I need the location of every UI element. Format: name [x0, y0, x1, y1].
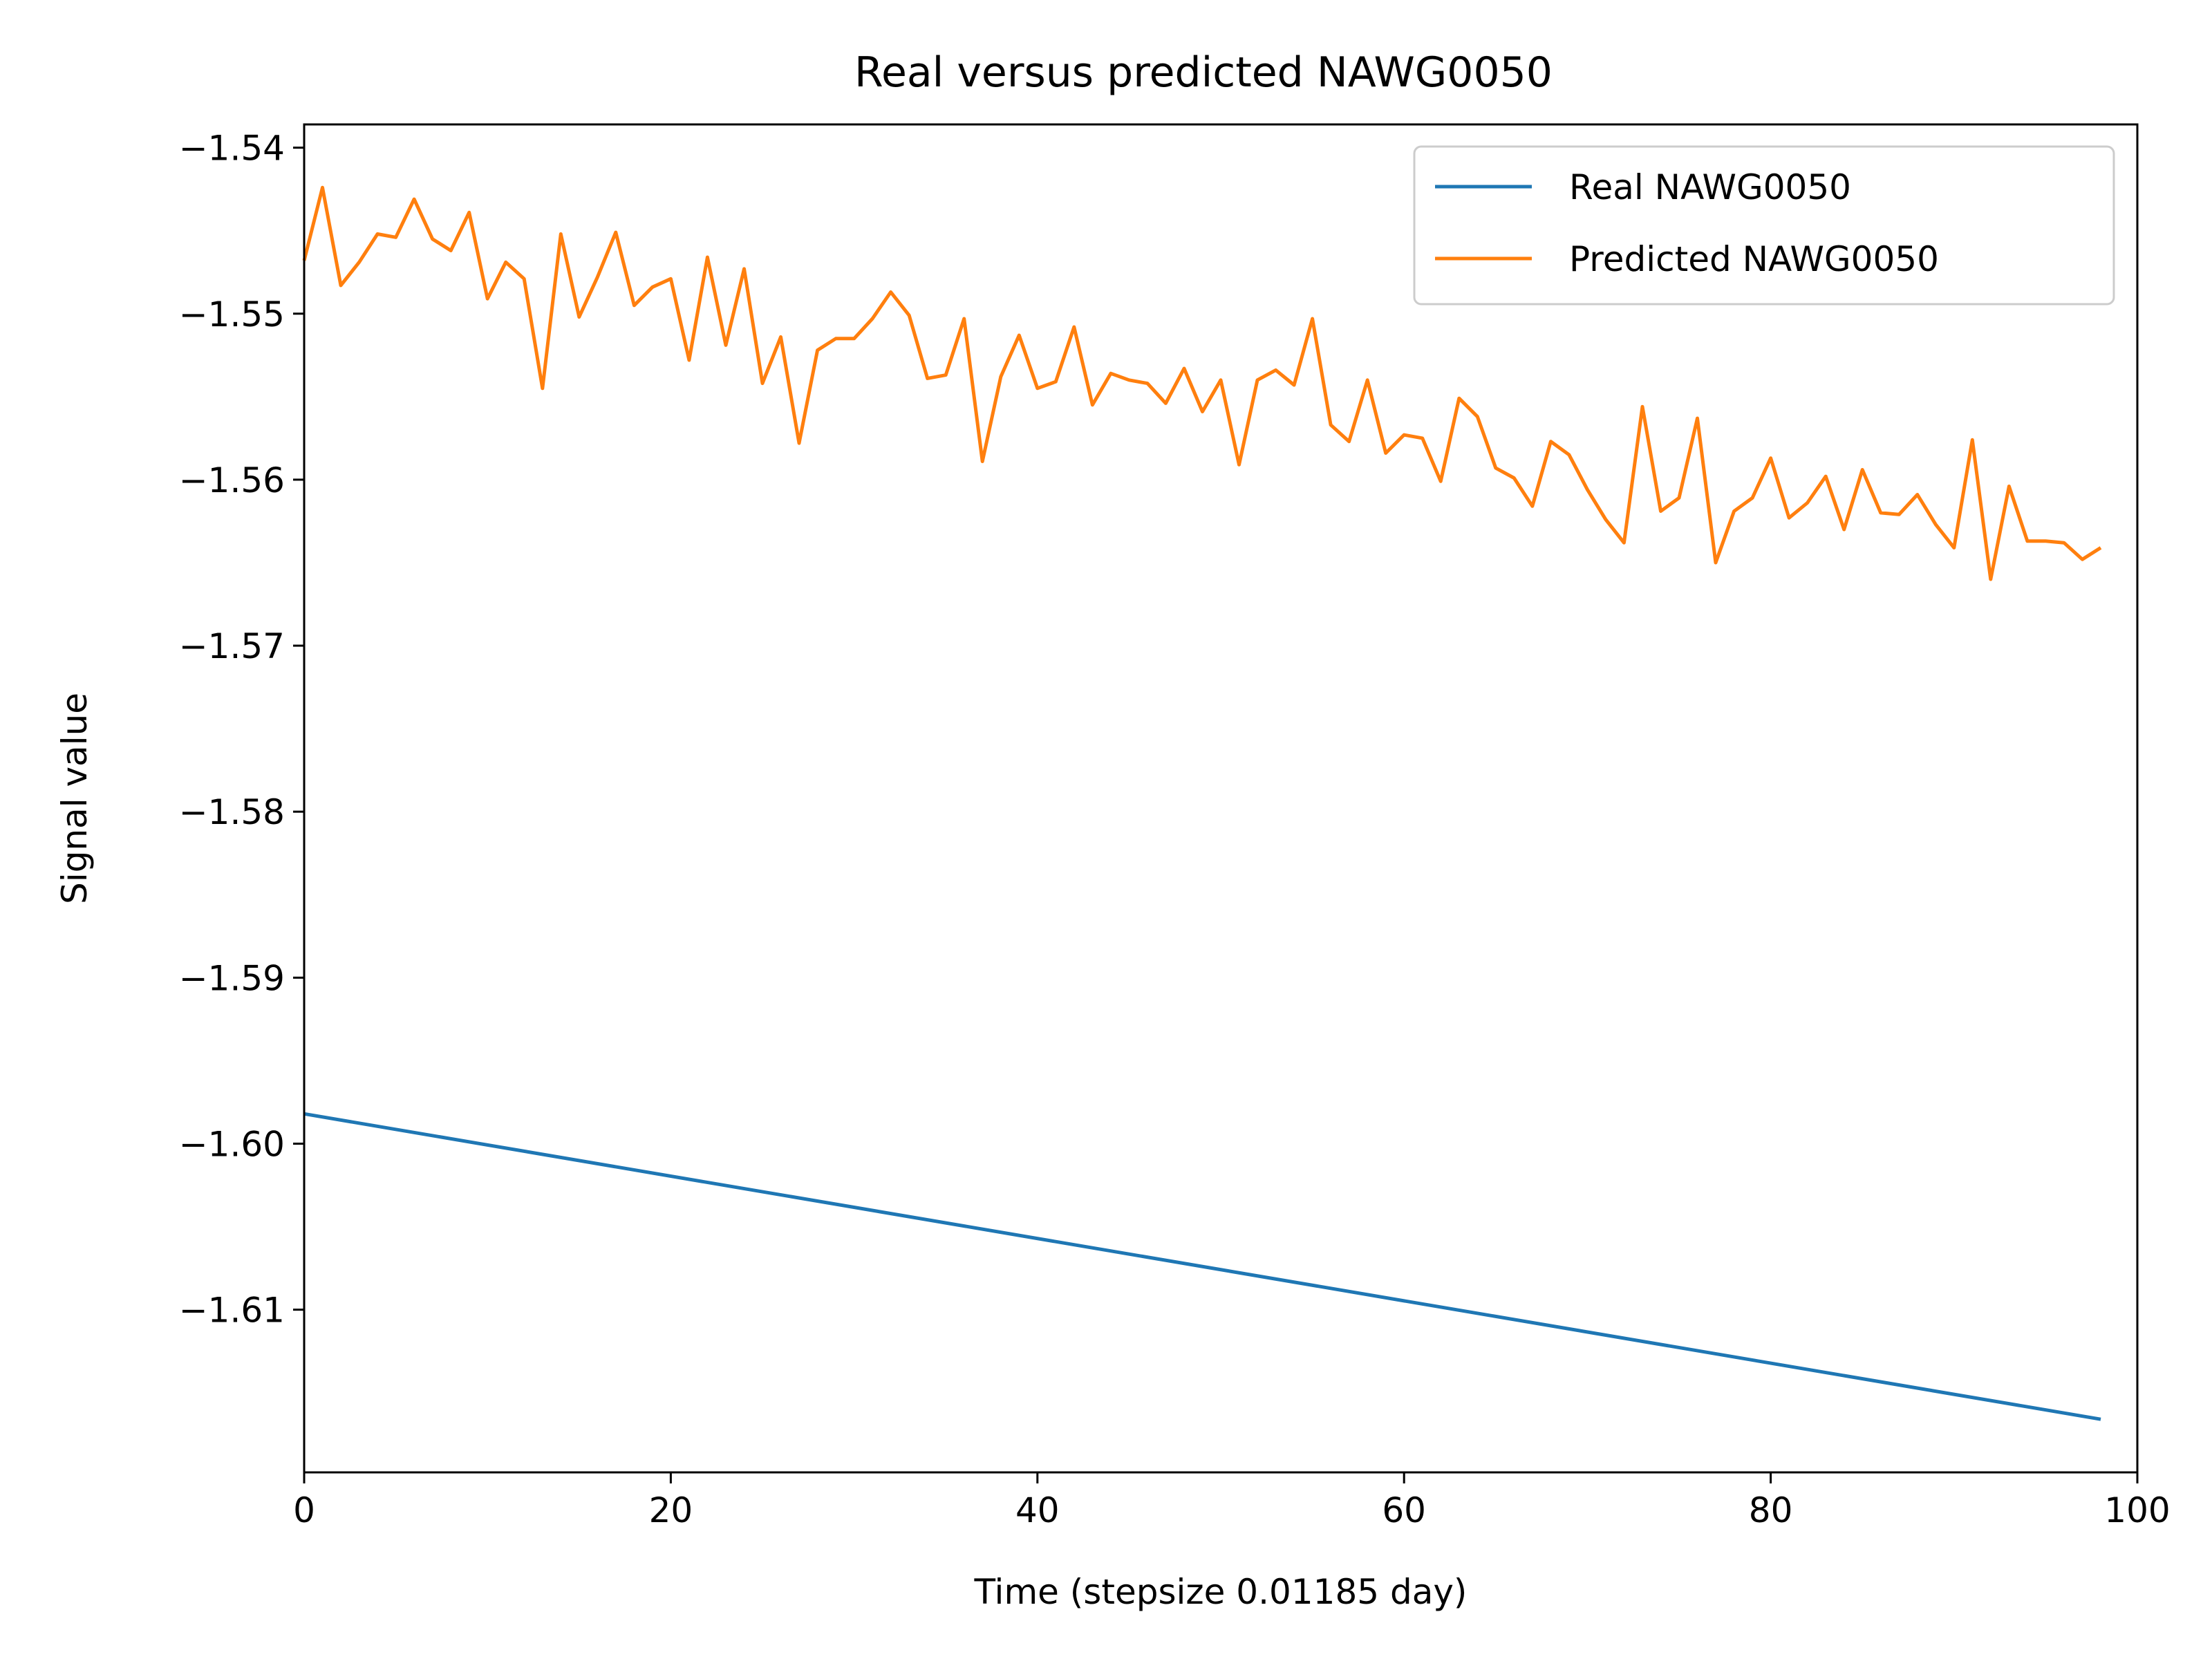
y-axis: −1.54 −1.55 −1.56 −1.57 −1.58 −1.59 −1.60 −1.61 [179, 129, 304, 1331]
y-tick-label: −1.56 [179, 460, 285, 500]
legend-label-real: Real NAWG0050 [1569, 167, 1851, 207]
plot-frame [303, 123, 2139, 1474]
y-tick-label: −1.60 [179, 1125, 285, 1165]
y-tick-label: −1.57 [179, 626, 285, 666]
y-tick-label: −1.59 [179, 958, 285, 998]
y-tick-label: −1.58 [179, 792, 285, 832]
x-axis: 0 20 40 60 80 100 [293, 1472, 2171, 1530]
y-axis-label: Signal value [55, 693, 95, 904]
chart-title: Real versus predicted NAWG0050 [854, 48, 1553, 97]
y-tick-label: −1.54 [179, 129, 285, 169]
x-tick-label: 20 [649, 1490, 693, 1530]
x-tick-label: 80 [1749, 1490, 1793, 1530]
legend-box [1413, 145, 2115, 306]
x-tick-label: 100 [2104, 1490, 2170, 1530]
x-tick-label: 40 [1015, 1490, 1060, 1530]
series-layer [302, 185, 2102, 1421]
y-tick-label: −1.61 [179, 1291, 285, 1331]
series-line-predicted [302, 185, 2102, 581]
series-line-real [303, 1112, 2101, 1421]
legend: Real NAWG0050 Predicted NAWG0050 [1413, 145, 2115, 306]
y-tick-label: −1.55 [179, 294, 285, 335]
legend-label-predicted: Predicted NAWG0050 [1569, 239, 1939, 279]
x-tick-label: 60 [1382, 1490, 1426, 1530]
x-tick-label: 0 [293, 1490, 315, 1530]
x-axis-label: Time (stepsize 0.01185 day) [974, 1572, 1468, 1612]
